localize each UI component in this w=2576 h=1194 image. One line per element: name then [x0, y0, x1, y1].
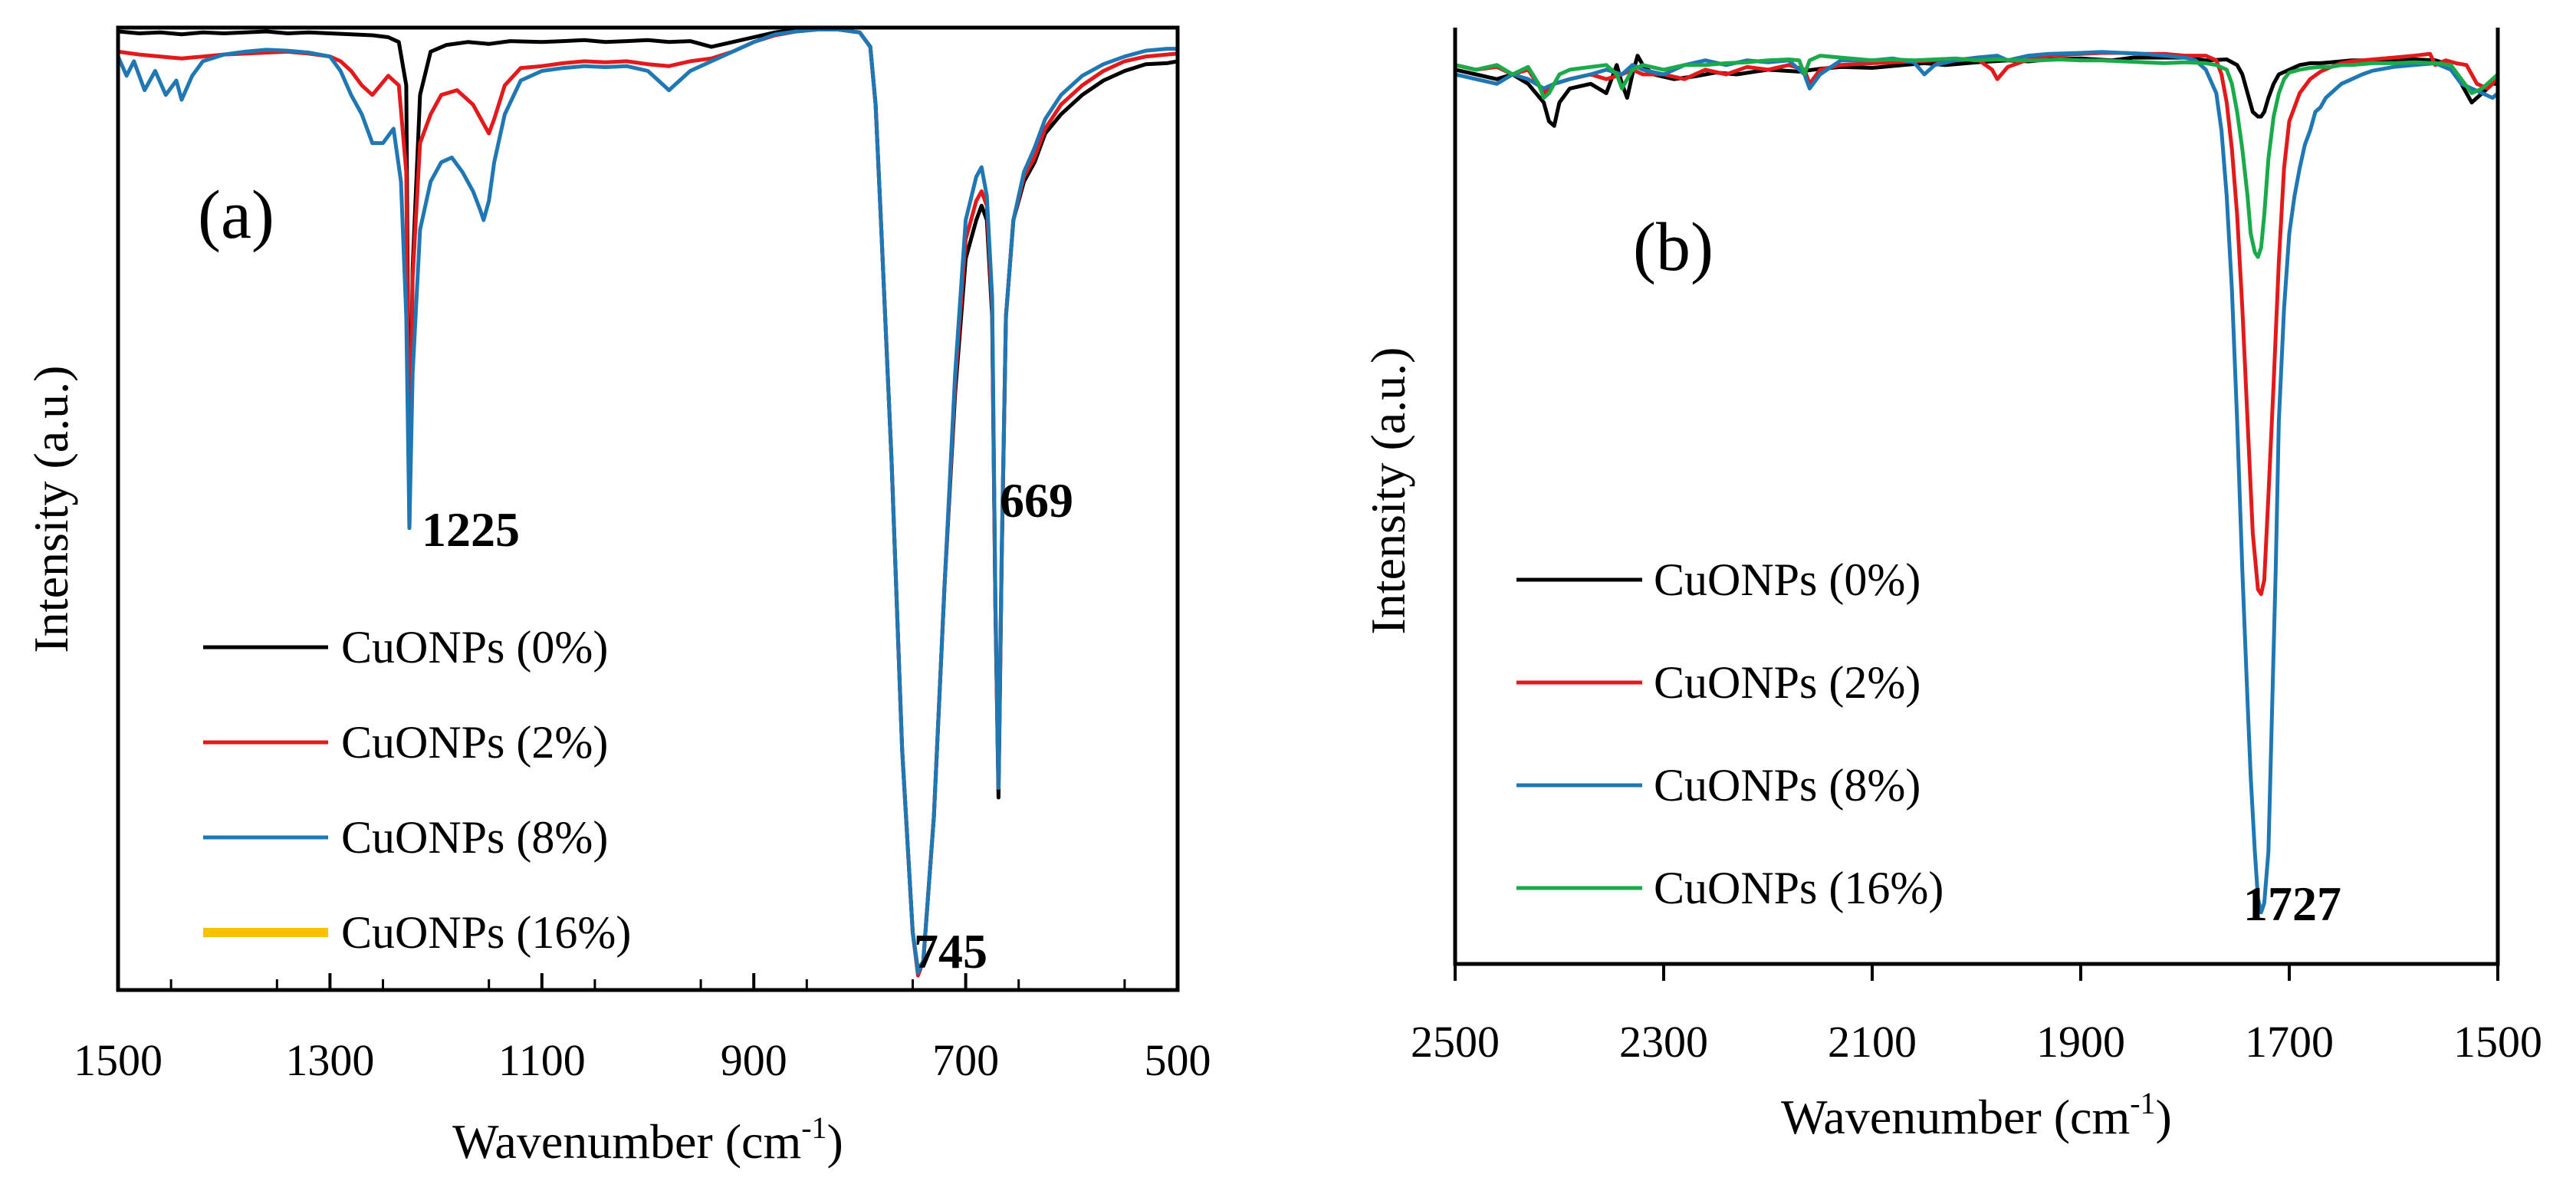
- peak-label-a-745: 745: [914, 924, 987, 979]
- axis-lines-b: [1453, 28, 2500, 966]
- x-tick-label-a-900: 900: [721, 1035, 787, 1085]
- panel-tag-a: (a): [198, 177, 274, 253]
- legend-label-a-cuonps-8: CuONPs (8%): [341, 812, 608, 863]
- panel-tag-b: (b): [1633, 209, 1714, 285]
- panel-b: 2500 2300 2100 1900 1700 1500 (b) 1727 Wavenu…: [1361, 28, 2542, 1144]
- y-axis-title-a: Intensity (a.u.): [24, 366, 78, 653]
- legend-label-a-cuonps-16: CuONPs (16%): [341, 907, 631, 958]
- peak-label-a-1225: 1225: [422, 502, 520, 557]
- x-tick-label-b-1500: 1500: [2453, 1017, 2542, 1067]
- x-tick-label-b-1900: 1900: [2036, 1017, 2125, 1067]
- x-tick-label-a-500: 500: [1145, 1035, 1211, 1085]
- legend-label-a-cuonps-0: CuONPs (0%): [341, 622, 608, 673]
- legend-label-a-cuonps-2: CuONPs (2%): [341, 717, 608, 768]
- x-tick-label-b-2500: 2500: [1411, 1017, 1500, 1067]
- series-line-a-cuonps-8: [118, 28, 1178, 975]
- series-line-b-cuonps-2: [1455, 51, 2498, 597]
- x-axis-title-b: Wavenumber (cm-1): [1781, 1086, 2172, 1144]
- panel-a: 1500 1300 1100 900 700 500 (a) 1225 669 745 Wav…: [24, 25, 1211, 1169]
- legend-label-b-cuonps-8: CuONPs (8%): [1654, 760, 1921, 811]
- x-tick-label-b-2300: 2300: [1619, 1017, 1708, 1067]
- x-tick-label-a-1100: 1100: [498, 1035, 586, 1085]
- y-axis-title-b: Intensity (a.u.): [1361, 347, 1415, 635]
- legend-label-b-cuonps-16: CuONPs (16%): [1654, 863, 1944, 913]
- legend-label-b-cuonps-2: CuONPs (2%): [1654, 657, 1921, 708]
- series-line-b-cuonps-8: [1455, 50, 2498, 915]
- x-tick-label-b-2100: 2100: [1828, 1017, 1917, 1067]
- series-line-b-cuonps-16: [1455, 54, 2498, 259]
- x-tick-label-a-1500: 1500: [74, 1035, 163, 1085]
- x-axis-title-a: Wavenumber (cm-1): [452, 1110, 843, 1169]
- peak-label-b-1727: 1727: [2243, 877, 2341, 931]
- legend-label-b-cuonps-0: CuONPs (0%): [1654, 554, 1921, 605]
- peak-label-a-669: 669: [1000, 473, 1073, 528]
- x-tick-label-a-700: 700: [932, 1035, 999, 1085]
- x-tick-label-b-1700: 1700: [2245, 1017, 2334, 1067]
- plot-frame-a: [116, 25, 1180, 992]
- x-tick-label-a-1300: 1300: [285, 1035, 374, 1085]
